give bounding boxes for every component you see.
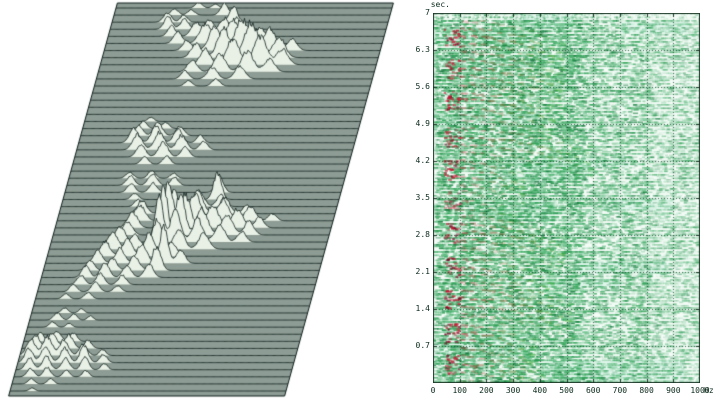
y-tick-label: 6.3 [415,45,430,54]
x-tick-label: 300 [505,386,521,395]
spectrogram-plot [433,13,700,383]
x-tick-label: 100 [452,386,467,395]
x-tick-label: 1000 [690,386,710,395]
y-tick-label: 3.5 [415,193,430,202]
x-tick-label: 600 [585,386,601,395]
y-axis-title: sec. [430,0,450,9]
x-tick-label: 400 [532,386,548,395]
waterfall-plot [0,0,420,405]
y-tick-label: 4.9 [415,119,430,128]
y-tick-label: 5.6 [415,82,430,91]
x-axis-title: Hz [704,386,714,395]
x-tick-label: 900 [666,386,681,395]
y-tick-label: 0.7 [415,341,430,350]
x-tick-label: 0 [430,386,436,395]
y-tick-label: 1.4 [415,304,430,313]
y-tick-label: 4.2 [415,156,430,165]
x-tick-label: 700 [612,386,628,395]
y-tick-label: 2.1 [415,267,430,276]
y-tick-label: 2.8 [415,230,430,239]
x-tick-label: 200 [479,386,494,395]
x-tick-label: 500 [559,386,574,395]
y-tick-label: 7 [425,8,430,17]
x-tick-label: 800 [639,386,654,395]
